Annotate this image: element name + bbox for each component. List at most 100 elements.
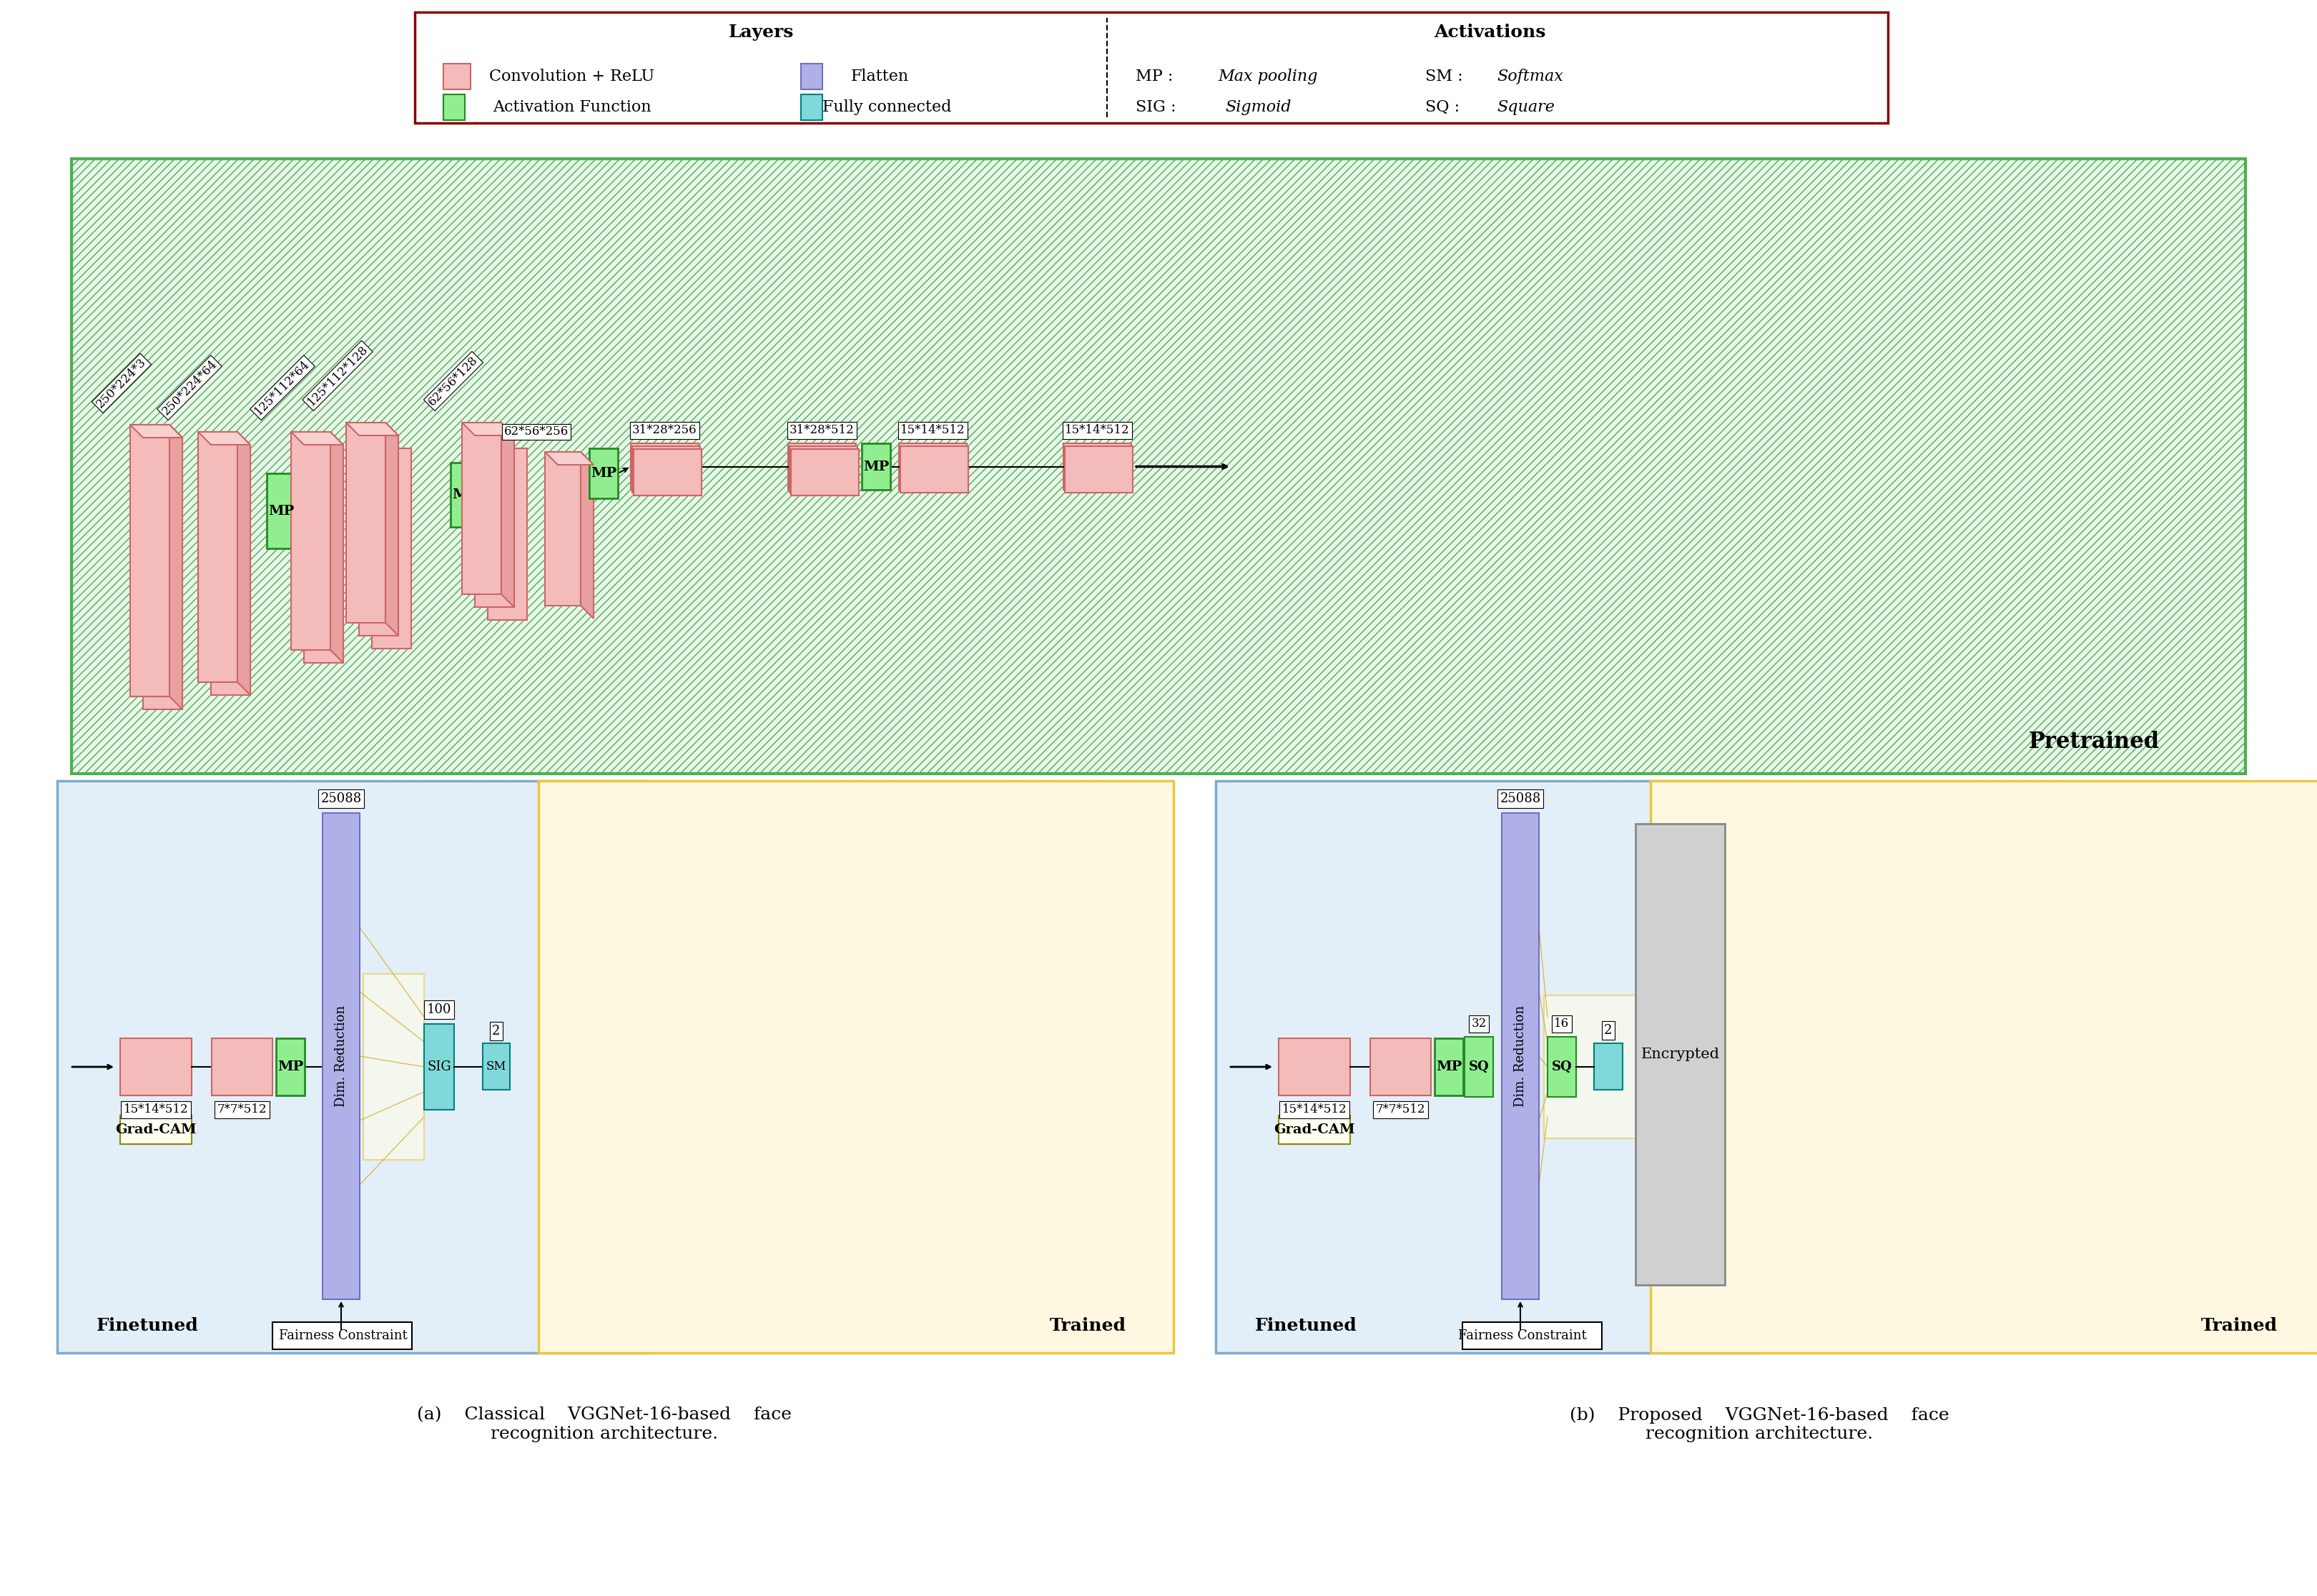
FancyBboxPatch shape (415, 13, 1888, 123)
Polygon shape (331, 433, 343, 662)
FancyBboxPatch shape (589, 448, 619, 498)
FancyBboxPatch shape (273, 1321, 412, 1349)
FancyBboxPatch shape (630, 444, 697, 490)
Text: 62*56*256: 62*56*256 (503, 426, 568, 437)
Text: Activation Function: Activation Function (494, 99, 651, 115)
Text: SQ: SQ (1469, 1060, 1488, 1073)
Text: Trained: Trained (1050, 1317, 1126, 1334)
FancyBboxPatch shape (802, 64, 823, 89)
Text: 62*56*128: 62*56*128 (426, 354, 480, 409)
Text: Grad-CAM: Grad-CAM (116, 1124, 197, 1136)
Text: Trained: Trained (2201, 1317, 2278, 1334)
Polygon shape (211, 445, 250, 694)
Text: 2: 2 (491, 1025, 500, 1037)
Text: Encrypted: Encrypted (1640, 1047, 1719, 1061)
Text: SM: SM (487, 1061, 507, 1073)
Text: 7*7*512: 7*7*512 (1376, 1104, 1425, 1116)
Text: Max pooling: Max pooling (1219, 69, 1318, 85)
Polygon shape (359, 436, 399, 635)
Text: 15*14*512: 15*14*512 (1281, 1104, 1346, 1116)
FancyBboxPatch shape (538, 780, 1172, 1353)
Text: Fully connected: Fully connected (823, 99, 950, 115)
FancyBboxPatch shape (1548, 1037, 1576, 1096)
Text: MP: MP (278, 1060, 304, 1073)
Polygon shape (345, 423, 399, 436)
FancyBboxPatch shape (1594, 1044, 1622, 1090)
FancyBboxPatch shape (1636, 824, 1724, 1285)
Text: 25088: 25088 (1499, 792, 1541, 804)
Polygon shape (544, 452, 582, 605)
Polygon shape (197, 433, 236, 681)
Text: MP: MP (1437, 1060, 1462, 1073)
FancyBboxPatch shape (266, 474, 294, 549)
Text: SIG :: SIG : (1135, 99, 1175, 115)
FancyBboxPatch shape (1279, 1116, 1351, 1144)
FancyBboxPatch shape (1064, 447, 1133, 493)
Polygon shape (292, 433, 343, 445)
FancyBboxPatch shape (1064, 444, 1131, 490)
Text: 15*14*512: 15*14*512 (1064, 425, 1128, 437)
Text: MP: MP (452, 488, 477, 501)
Text: Activations: Activations (1434, 24, 1545, 41)
Polygon shape (144, 437, 183, 709)
Polygon shape (345, 423, 385, 622)
FancyBboxPatch shape (633, 448, 702, 495)
FancyBboxPatch shape (633, 447, 700, 493)
Text: 100: 100 (426, 1004, 452, 1017)
Text: 32: 32 (1471, 1018, 1485, 1029)
FancyBboxPatch shape (58, 780, 649, 1353)
Text: SQ :: SQ : (1425, 99, 1460, 115)
Text: Dim. Reduction: Dim. Reduction (1513, 1005, 1527, 1108)
FancyBboxPatch shape (1434, 1039, 1462, 1095)
Text: SM :: SM : (1425, 69, 1462, 85)
Text: Layers: Layers (728, 24, 792, 41)
Polygon shape (500, 423, 514, 606)
Text: Finetuned: Finetuned (97, 1317, 199, 1334)
Text: Pretrained: Pretrained (2027, 731, 2159, 753)
FancyBboxPatch shape (443, 94, 466, 120)
Text: 125*112*64: 125*112*64 (253, 358, 313, 418)
FancyBboxPatch shape (899, 447, 969, 493)
FancyBboxPatch shape (1279, 1039, 1351, 1095)
Text: 31*28*512: 31*28*512 (790, 425, 855, 437)
Polygon shape (487, 448, 526, 619)
Text: (a)    Classical    VGGNet-16-based    face
recognition architecture.: (a) Classical VGGNet-16-based face recog… (417, 1406, 792, 1441)
FancyBboxPatch shape (899, 444, 966, 490)
Polygon shape (304, 445, 343, 662)
Text: (b)    Proposed    VGGNet-16-based    face
recognition architecture.: (b) Proposed VGGNet-16-based face recogn… (1569, 1406, 1949, 1443)
Text: Square: Square (1497, 99, 1555, 115)
Text: 250*224*64: 250*224*64 (160, 358, 220, 418)
Text: MP: MP (591, 468, 616, 480)
FancyBboxPatch shape (1216, 780, 1759, 1353)
Polygon shape (169, 425, 183, 709)
FancyBboxPatch shape (802, 94, 823, 120)
Text: 125*112*128: 125*112*128 (306, 343, 371, 409)
FancyBboxPatch shape (1501, 812, 1538, 1299)
Text: MP: MP (862, 460, 890, 472)
Text: Softmax: Softmax (1497, 69, 1562, 85)
Text: SIG: SIG (426, 1060, 452, 1073)
Polygon shape (544, 452, 593, 464)
FancyBboxPatch shape (1462, 1321, 1601, 1349)
Text: Flatten: Flatten (850, 69, 908, 85)
Text: 31*28*256: 31*28*256 (633, 425, 697, 437)
FancyBboxPatch shape (322, 812, 359, 1299)
FancyBboxPatch shape (424, 1025, 454, 1109)
Text: 16: 16 (1555, 1018, 1569, 1029)
FancyBboxPatch shape (211, 1039, 273, 1095)
Text: 25088: 25088 (320, 792, 361, 804)
Polygon shape (582, 452, 593, 619)
FancyBboxPatch shape (1369, 1039, 1430, 1095)
Text: 15*14*512: 15*14*512 (123, 1104, 188, 1116)
FancyBboxPatch shape (449, 463, 480, 527)
Text: 15*14*512: 15*14*512 (901, 425, 964, 437)
FancyBboxPatch shape (120, 1039, 192, 1095)
Polygon shape (197, 433, 250, 445)
Text: Convolution + ReLU: Convolution + ReLU (489, 69, 656, 85)
Text: 250*224*3: 250*224*3 (95, 356, 148, 410)
FancyBboxPatch shape (790, 448, 860, 495)
Polygon shape (475, 436, 514, 606)
Text: Finetuned: Finetuned (1253, 1317, 1358, 1334)
Text: SQ: SQ (1550, 1060, 1571, 1073)
Polygon shape (236, 433, 250, 694)
